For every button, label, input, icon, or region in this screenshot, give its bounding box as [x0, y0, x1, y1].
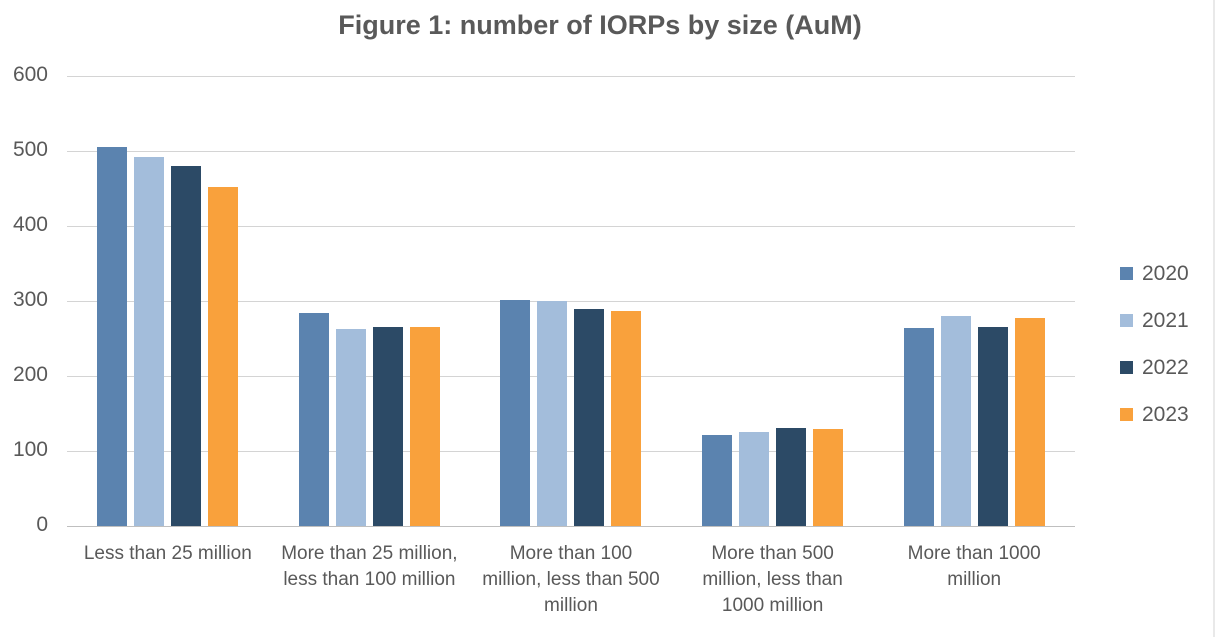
bar-2022-category-5 [977, 327, 1008, 526]
y-tick-label-300: 300 [12, 288, 48, 312]
bar-2021-category-5 [940, 316, 971, 526]
x-tick-label-line: million, less than 500 [482, 569, 660, 590]
gridline-y-300 [67, 301, 1075, 302]
x-tick-label-line: million [544, 595, 598, 616]
legend-swatch-icon [1120, 408, 1133, 421]
bar-group-5 [873, 76, 1075, 526]
bar-2020-category-5 [903, 328, 934, 526]
x-tick-label-line: million, less than [702, 569, 843, 590]
x-tick-label-line: More than 1000 [907, 543, 1041, 564]
legend: 2020 2021 2022 2023 [1120, 250, 1189, 438]
y-tick-label-500: 500 [12, 138, 48, 162]
x-tick-label-3: More than 100 million, less than 500 milli… [470, 541, 672, 619]
gridline-y-100 [67, 451, 1075, 452]
gridline-y-500 [67, 151, 1075, 152]
bar-2020-category-3 [500, 300, 531, 526]
gridline-y-400 [67, 226, 1075, 227]
legend-swatch-icon [1120, 361, 1133, 374]
legend-item-2020: 2020 [1120, 250, 1189, 297]
legend-label: 2021 [1142, 308, 1189, 332]
x-axis: Less than 25 million More than 25 million… [67, 541, 1075, 631]
bar-2023-category-3 [611, 310, 642, 526]
x-tick-label-line: 1000 million [721, 595, 824, 616]
bar-2023-category-1 [208, 187, 239, 526]
bar-2020-category-4 [702, 434, 733, 526]
bar-2022-category-4 [776, 427, 807, 526]
x-tick-label-line: More than 500 [711, 543, 834, 564]
gridline-y-200 [67, 376, 1075, 377]
x-tick-label-line: More than 25 million, [281, 543, 458, 564]
x-tick-label-4: More than 500 million, less than 1000 mill… [672, 541, 874, 619]
page-edge-divider [1213, 0, 1215, 637]
legend-label: 2023 [1142, 402, 1189, 426]
bar-2021-category-2 [335, 328, 366, 526]
legend-item-2021: 2021 [1120, 297, 1189, 344]
bar-group-2 [269, 76, 471, 526]
bar-group-1 [67, 76, 269, 526]
legend-swatch-icon [1120, 314, 1133, 327]
y-tick-label-100: 100 [12, 438, 48, 462]
x-tick-label-2: More than 25 million, less than 100 milli… [269, 541, 471, 593]
gridline-y-600 [67, 76, 1075, 77]
legend-item-2023: 2023 [1120, 391, 1189, 438]
x-tick-label-line: million [947, 569, 1002, 590]
bar-2021-category-4 [739, 432, 770, 526]
bar-group-4 [672, 76, 874, 526]
bar-2022-category-1 [171, 166, 202, 526]
bar-group-3 [470, 76, 672, 526]
x-tick-label-line: less than 100 million [283, 569, 456, 590]
y-tick-label-600: 600 [12, 63, 48, 87]
bar-2022-category-2 [372, 327, 403, 526]
bar-2020-category-1 [97, 146, 128, 526]
legend-label: 2020 [1142, 261, 1189, 285]
x-tick-label-line: More than 100 [509, 543, 633, 564]
bar-2022-category-3 [574, 308, 605, 526]
bar-2023-category-2 [409, 326, 440, 526]
x-tick-label-5: More than 1000 million [873, 541, 1075, 593]
bar-2021-category-3 [537, 301, 568, 526]
chart-title: Figure 1: number of IORPs by size (AuM) [338, 10, 862, 40]
plot-area [67, 76, 1075, 527]
y-axis: 0 100 200 300 400 500 600 [0, 63, 50, 536]
legend-swatch-icon [1120, 267, 1133, 280]
y-tick-label-200: 200 [12, 363, 48, 387]
y-tick-label-0: 0 [36, 513, 48, 537]
bar-2023-category-5 [1014, 318, 1045, 526]
x-tick-label-line: Less than 25 million [83, 543, 252, 564]
bar-2021-category-1 [134, 157, 165, 526]
legend-label: 2022 [1142, 355, 1189, 379]
legend-item-2022: 2022 [1120, 344, 1189, 391]
bar-2023-category-4 [813, 428, 844, 526]
x-tick-label-1: Less than 25 million [67, 541, 269, 567]
x-axis-line [67, 526, 1075, 527]
y-tick-label-400: 400 [12, 213, 48, 237]
bar-2020-category-2 [298, 313, 329, 526]
